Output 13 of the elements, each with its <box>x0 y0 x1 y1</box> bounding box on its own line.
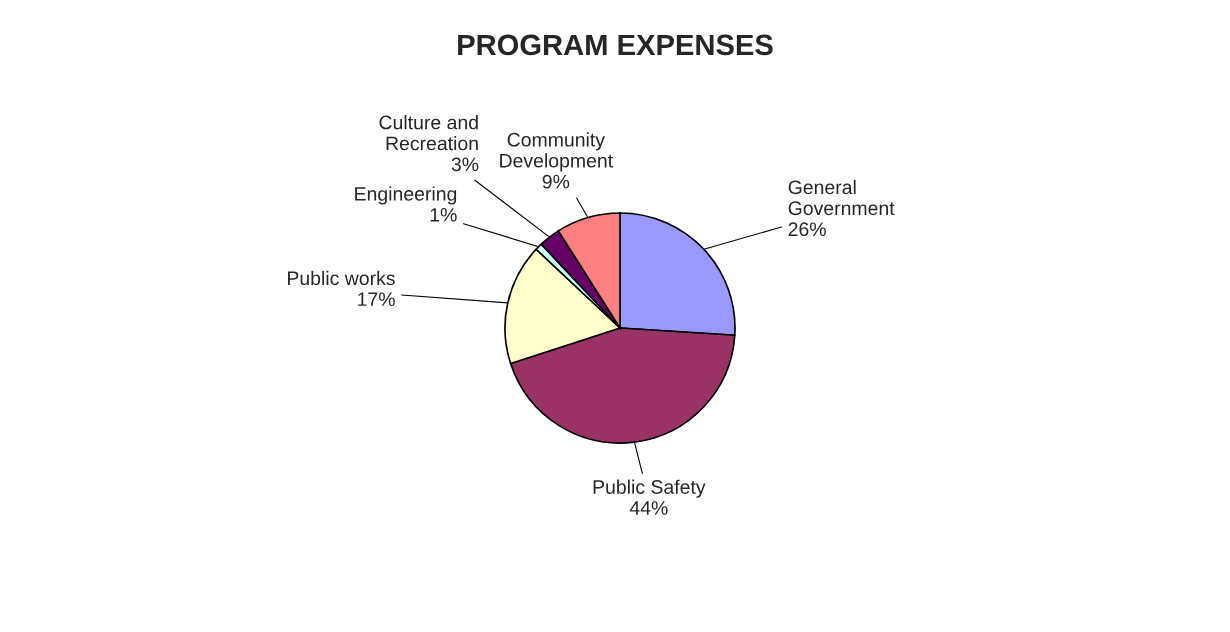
data-label: 26% <box>788 222 826 237</box>
slice-label: Culture and Recreation <box>379 115 478 151</box>
slice-label: General Government <box>788 179 895 216</box>
data-label: 17% <box>358 292 395 306</box>
slice-label: Public works <box>288 270 395 286</box>
chart-title: PROGRAM EXPENSES <box>458 34 773 56</box>
data-label: 1% <box>430 208 457 222</box>
slice-label: Community Development <box>500 132 613 172</box>
data-label: 3% <box>451 157 479 172</box>
data-label: 9% <box>542 174 570 189</box>
slice-label: Public Safety <box>593 479 706 498</box>
data-label: 44% <box>629 501 668 515</box>
slice-label: Engineering <box>355 186 457 205</box>
